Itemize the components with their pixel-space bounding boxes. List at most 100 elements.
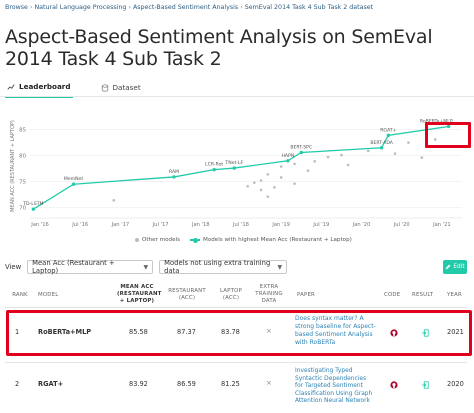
data-point-best [286, 159, 290, 163]
legend-line-icon [190, 237, 200, 243]
result-icon[interactable] [421, 381, 429, 389]
data-point-best [446, 124, 451, 129]
cell-extra-data: × [266, 379, 272, 387]
header-laptop[interactable]: LAPTOP (ACC) [219, 288, 243, 301]
database-icon [101, 83, 108, 92]
cell-rank: 1 [15, 328, 20, 336]
breadcrumb-item-absa[interactable]: Aspect-Based Sentiment Analysis [132, 4, 239, 11]
data-point-other [340, 153, 343, 157]
x-tick-label: Jan '21 [432, 222, 451, 228]
chart-line-icon [7, 83, 15, 90]
breadcrumb: Browse › Natural Language Processing › Aspec… [5, 4, 373, 11]
table-divider [5, 307, 467, 308]
data-point-best [386, 133, 391, 138]
header-year[interactable]: YEAR [447, 292, 462, 298]
data-point-other [366, 149, 370, 153]
cell-extra-data: × [266, 327, 272, 335]
cell-laptop: 83.78 [221, 328, 240, 336]
breadcrumb-item-dataset[interactable]: SemEval 2014 Task 4 Sub Task 2 dataset [244, 4, 374, 11]
header-rank[interactable]: RANK [12, 292, 28, 298]
header-model[interactable]: MODEL [38, 292, 59, 298]
data-label: RAM [169, 169, 179, 175]
data-point-other [293, 162, 296, 166]
cell-restaurant: 87.37 [177, 328, 196, 336]
legend-dot-icon [135, 238, 139, 242]
github-icon[interactable] [390, 381, 398, 389]
header-extra-data[interactable]: EXTRA TRAINING DATA [255, 284, 283, 304]
x-tick-label: Jul '16 [71, 222, 88, 228]
table-divider [5, 362, 467, 363]
x-tick-label: Jul '20 [393, 222, 410, 228]
data-label: TNet-LF [224, 160, 243, 166]
x-tick-label: Jul '19 [312, 222, 329, 228]
cell-paper-link[interactable]: Investigating Typed Syntactic Dependenci… [295, 368, 373, 404]
filter-select[interactable]: Models not using extra training data ▼ [159, 259, 288, 275]
header-mean-acc[interactable]: MEAN ACC (RESTAURANT + LAPTOP) [117, 284, 162, 304]
legend-label: Models with highest Mean Acc (Restaurant… [203, 237, 352, 243]
result-icon[interactable] [421, 329, 429, 337]
y-tick-label: 70 [19, 206, 26, 212]
cell-model[interactable]: RGAT+ [38, 380, 64, 388]
breadcrumb-separator: › [240, 4, 243, 11]
cell-model[interactable]: RoBERTa+MLP [38, 328, 92, 336]
cell-paper-link[interactable]: Does syntax matter? A strong baseline fo… [295, 315, 376, 346]
highlight-box-chart [425, 122, 471, 148]
chart-legend: Other models Models with highest Mean Ac… [135, 237, 352, 243]
tab-leaderboard[interactable]: Leaderboard [5, 82, 73, 98]
header-paper: PAPER [297, 292, 315, 298]
tab-label: Dataset [112, 83, 141, 92]
edit-label: Edit [453, 264, 465, 270]
view-controls: View Mean Acc (Restaurant + Laptop) ▼ Mo… [5, 259, 288, 275]
data-label: TD-LSTM [22, 201, 43, 207]
filter-select-value: Models not using extra training data [164, 259, 271, 275]
legend-other-models[interactable]: Other models [135, 237, 180, 243]
cell-mean-acc: 83.92 [129, 380, 148, 388]
data-point-best [299, 150, 303, 155]
data-point-best [379, 146, 384, 150]
legend-label: Other models [142, 237, 180, 243]
breadcrumb-item-browse[interactable]: Browse [5, 4, 28, 11]
pencil-icon [445, 264, 451, 270]
tab-dataset[interactable]: Dataset [99, 82, 143, 98]
edit-button[interactable]: Edit [443, 260, 467, 274]
data-point-other [273, 186, 276, 189]
y-axis-label: MEAN ACC (RESTAURANT + LAPTOP) [10, 120, 16, 212]
tab-divider [0, 96, 474, 97]
data-point-other [407, 141, 410, 144]
x-tick-label: Jan '20 [352, 222, 371, 228]
cell-year: 2021 [447, 328, 464, 336]
data-point-other [313, 160, 316, 163]
data-label: HAPN [281, 153, 294, 159]
data-point-other [253, 181, 256, 184]
breadcrumb-item-nlp[interactable]: Natural Language Processing [34, 4, 127, 11]
data-label: RoBERTa+MLP [420, 118, 453, 124]
cell-mean-acc: 85.58 [129, 328, 148, 336]
cell-restaurant: 86.59 [177, 380, 196, 388]
data-point-other [420, 156, 424, 159]
table-row[interactable]: 2 RGAT+ 83.92 86.59 81.25 × Investigatin… [0, 364, 474, 412]
highlight-box-row [6, 310, 472, 356]
table-row[interactable]: 1 RoBERTa+MLP 85.58 87.37 83.78 × Does s… [0, 312, 474, 356]
data-point-other [279, 165, 283, 168]
series-line-best [33, 125, 449, 210]
github-icon[interactable] [390, 329, 398, 337]
data-point-best [212, 167, 216, 172]
data-point-other [293, 182, 296, 185]
leaderboard-chart: 85 80 75 70 Jan '16 Jul '16 Jan '17 Jul '17 Jan … [10, 118, 462, 228]
header-restaurant[interactable]: RESTAURANT (ACC) [168, 288, 206, 301]
data-label: LCR-Rot [205, 162, 223, 168]
header-code: CODE [384, 292, 401, 298]
data-label: BERT-SPC [290, 144, 312, 150]
tab-label: Leaderboard [19, 82, 71, 91]
legend-best-models[interactable]: Models with highest Mean Acc (Restaurant… [190, 237, 352, 243]
page-title: Aspect-Based Sentiment Analysis on SemEv… [5, 26, 433, 70]
y-tick-label: 75 [19, 180, 26, 186]
y-tick-label: 80 [19, 154, 26, 160]
metric-select[interactable]: Mean Acc (Restaurant + Laptop) ▼ [27, 259, 154, 275]
chevron-down-icon: ▼ [143, 263, 149, 271]
cell-rank: 2 [15, 380, 20, 388]
data-point-other [279, 176, 283, 179]
x-tick-label: Jul '17 [152, 222, 169, 228]
header-result: RESULT [412, 292, 434, 298]
cell-laptop: 81.25 [221, 380, 240, 388]
